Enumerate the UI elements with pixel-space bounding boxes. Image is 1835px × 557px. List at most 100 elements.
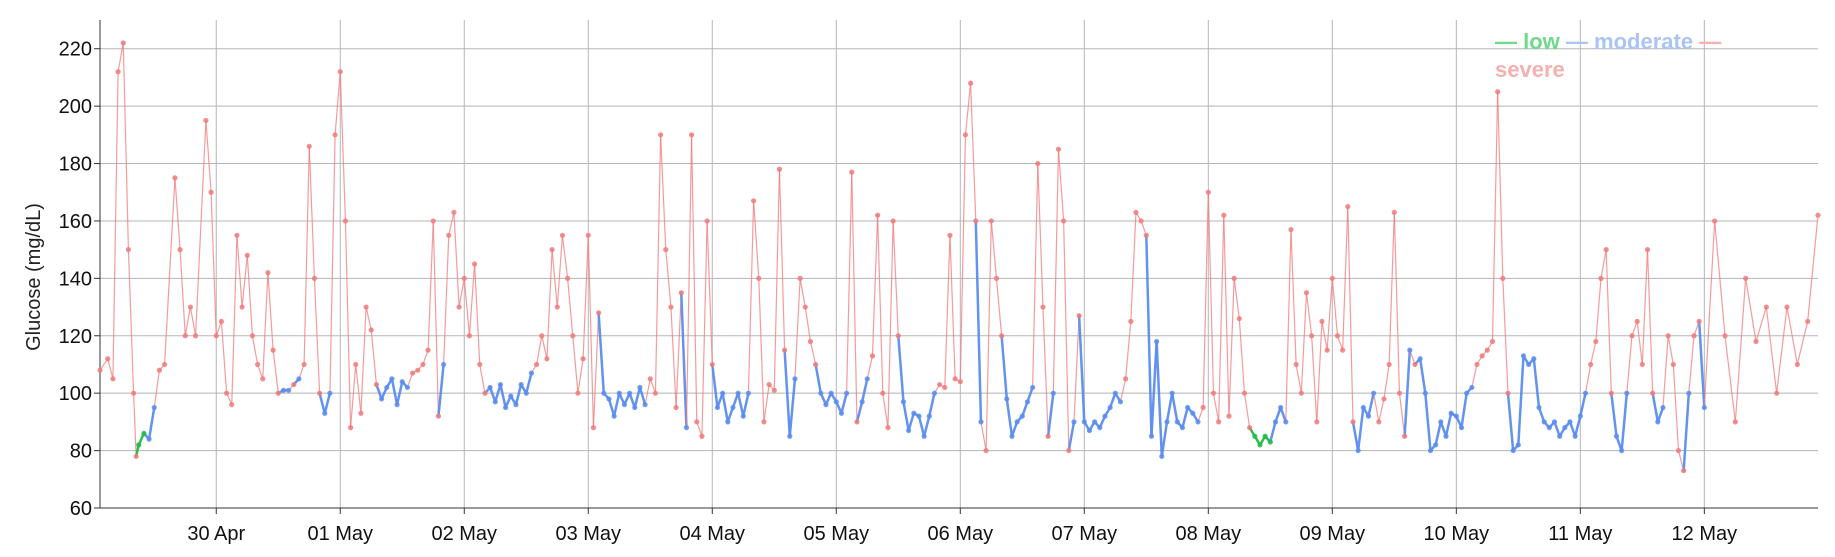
data-point-moderate <box>441 361 447 368</box>
data-point-severe <box>1629 333 1635 339</box>
series-segment-severe <box>1228 277 1235 417</box>
series-segment-moderate <box>1434 420 1443 447</box>
series-segment-moderate <box>1403 348 1412 438</box>
series-segment-severe <box>846 171 853 394</box>
data-point-moderate <box>838 410 845 416</box>
series-segment-moderate <box>1424 391 1432 452</box>
data-point-moderate <box>720 390 726 396</box>
series-segment-moderate <box>395 380 404 406</box>
data-point-severe <box>596 310 602 316</box>
data-point-severe <box>709 361 715 368</box>
data-point-severe <box>1350 419 1356 425</box>
x-ticks: 30 Apr 01 May 02 May 03 May 04 May 05 May 06 M… <box>187 523 1737 545</box>
data-point-severe <box>1691 333 1697 339</box>
series-segment-moderate <box>897 334 905 404</box>
data-point-severe <box>1763 304 1769 310</box>
data-point-moderate <box>1185 404 1191 411</box>
data-point-severe <box>358 410 364 416</box>
series-segment-severe <box>1300 292 1308 394</box>
series-segment-moderate <box>525 371 533 395</box>
series-segment-severe <box>592 312 600 429</box>
data-point-moderate <box>404 384 411 391</box>
series-segment-severe <box>479 363 486 394</box>
data-point-severe <box>213 333 219 339</box>
data-point-moderate <box>1102 413 1108 419</box>
data-point-severe <box>647 376 653 382</box>
series-segment-moderate <box>721 391 730 424</box>
x-tick-label: 10 May <box>1424 523 1490 545</box>
series-segment-moderate <box>514 383 523 406</box>
legend-item-low[interactable]: — low <box>1495 29 1566 54</box>
data-point-severe <box>1670 361 1676 368</box>
data-point-moderate <box>1086 427 1093 434</box>
legend-swatch-severe: — <box>1699 29 1722 54</box>
data-point-severe <box>776 166 783 172</box>
data-point-severe <box>1035 160 1041 167</box>
data-point-severe <box>1376 419 1382 425</box>
data-point-severe <box>802 304 808 310</box>
series-segment-moderate <box>922 414 931 438</box>
series-segment-moderate <box>1579 391 1587 418</box>
data-point-moderate <box>1154 338 1160 345</box>
x-tick-label: 30 Apr <box>187 523 245 545</box>
data-point-severe <box>952 376 958 382</box>
data-point-severe <box>1815 212 1821 218</box>
data-point-severe <box>110 376 116 382</box>
series-segment-severe <box>1207 191 1215 394</box>
data-point-severe <box>223 390 230 396</box>
data-point-severe <box>580 356 586 362</box>
series-segment-severe <box>582 234 589 360</box>
data-point-moderate <box>730 404 736 411</box>
data-point-severe <box>983 447 989 454</box>
data-point-severe <box>115 69 121 75</box>
data-point-moderate <box>1407 347 1413 353</box>
data-point-moderate <box>1030 384 1036 391</box>
data-point-severe <box>1598 275 1604 281</box>
data-point-moderate <box>642 402 648 408</box>
data-point-severe <box>559 232 566 238</box>
data-point-severe <box>869 353 876 359</box>
series-segment-severe <box>561 234 569 279</box>
data-point-moderate <box>931 390 938 396</box>
legend-item-moderate[interactable]: — moderate <box>1566 29 1699 54</box>
legend-swatch-moderate: — <box>1565 29 1588 54</box>
data-point-moderate <box>1019 413 1025 419</box>
data-point-severe <box>301 361 307 368</box>
data-point-moderate <box>384 384 390 391</box>
data-point-severe <box>1216 419 1222 425</box>
series-segment-severe <box>370 329 378 386</box>
series-segment-moderate <box>1150 340 1158 438</box>
data-point-moderate <box>1515 442 1521 448</box>
data-point-severe <box>125 247 132 253</box>
data-point-severe <box>570 333 576 339</box>
series-segment-severe <box>1347 205 1354 423</box>
series-segment-moderate <box>1046 391 1055 438</box>
data-point-severe <box>1293 361 1299 368</box>
data-point-moderate <box>1164 419 1170 425</box>
data-point-moderate <box>1097 425 1103 431</box>
data-point-severe <box>782 347 788 353</box>
series-segment-moderate <box>736 391 745 418</box>
legend-item-severe[interactable]: — severe <box>1495 29 1721 82</box>
data-point-moderate <box>792 376 798 382</box>
data-point-moderate <box>1557 433 1563 439</box>
series-segment-moderate <box>1356 406 1365 452</box>
data-point-moderate <box>1536 404 1542 411</box>
data-point-severe <box>265 270 271 276</box>
data-point-moderate <box>787 433 793 439</box>
data-point-severe <box>1386 361 1392 368</box>
series-segment-severe <box>670 306 677 409</box>
data-point-severe <box>1681 468 1687 474</box>
data-point-severe <box>1045 433 1051 439</box>
data-point-severe <box>373 381 380 388</box>
series-segment-severe <box>778 168 786 351</box>
data-point-moderate <box>327 390 333 396</box>
series-segment-severe <box>691 134 698 423</box>
data-point-severe <box>973 218 979 224</box>
x-tick-label: 03 May <box>555 523 621 545</box>
data-point-severe <box>1732 419 1738 425</box>
data-point-severe <box>1288 226 1294 233</box>
series-segment-severe <box>1305 292 1313 337</box>
data-point-moderate <box>864 376 870 382</box>
series-segment-moderate <box>788 377 797 438</box>
